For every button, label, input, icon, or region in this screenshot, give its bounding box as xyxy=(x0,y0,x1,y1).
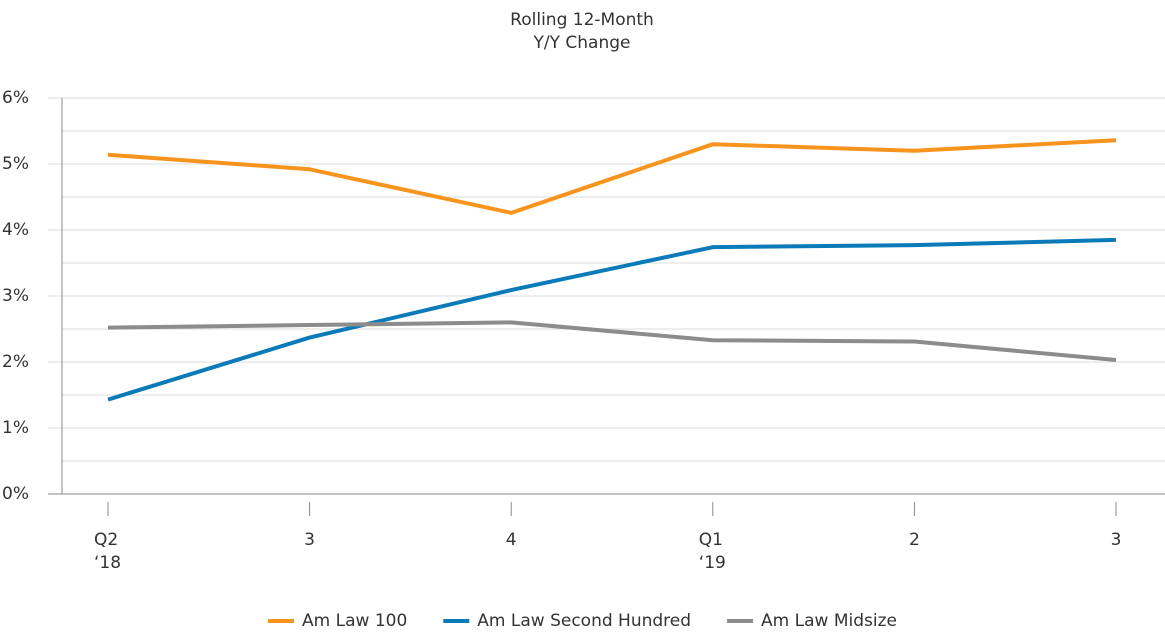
y-tick-label: 3% xyxy=(2,286,29,306)
series-line xyxy=(107,138,1117,215)
x-tick-label: 2 xyxy=(909,530,920,550)
series-line xyxy=(107,237,1117,402)
x-tick-label: 4 xyxy=(506,530,517,550)
chart-title: Rolling 12-Month xyxy=(510,10,654,30)
y-tick-label: 1% xyxy=(2,418,29,438)
legend-label: Am Law 100 xyxy=(302,611,407,631)
y-tick-label: 5% xyxy=(2,154,29,174)
legend-label: Am Law Second Hundred xyxy=(477,611,691,631)
x-tick-label: Q1 xyxy=(699,530,723,550)
x-tick-label: 3 xyxy=(304,530,315,550)
legend-label: Am Law Midsize xyxy=(761,611,897,631)
chart-title: Y/Y Change xyxy=(533,33,631,53)
x-tick-label: Q2 xyxy=(94,530,118,550)
y-tick-label: 4% xyxy=(2,220,29,240)
x-tick-label: ‘18 xyxy=(94,553,121,573)
x-tick-label: 3 xyxy=(1111,530,1122,550)
x-tick-label: ‘19 xyxy=(699,553,726,573)
y-tick-label: 0% xyxy=(2,484,29,504)
y-tick-label: 6% xyxy=(2,88,29,108)
y-tick-label: 2% xyxy=(2,352,29,372)
series-line xyxy=(107,320,1117,363)
